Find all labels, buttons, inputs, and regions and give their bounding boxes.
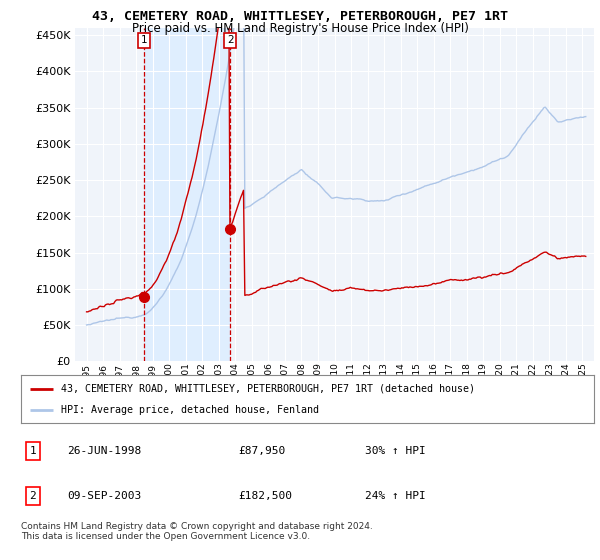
- Text: 09-SEP-2003: 09-SEP-2003: [67, 491, 141, 501]
- Text: 43, CEMETERY ROAD, WHITTLESEY, PETERBOROUGH, PE7 1RT: 43, CEMETERY ROAD, WHITTLESEY, PETERBORO…: [92, 10, 508, 23]
- Text: Contains HM Land Registry data © Crown copyright and database right 2024.
This d: Contains HM Land Registry data © Crown c…: [21, 522, 373, 542]
- Text: 24% ↑ HPI: 24% ↑ HPI: [365, 491, 425, 501]
- Text: £87,950: £87,950: [239, 446, 286, 456]
- Text: HPI: Average price, detached house, Fenland: HPI: Average price, detached house, Fenl…: [61, 405, 319, 416]
- Text: £182,500: £182,500: [239, 491, 293, 501]
- Text: 43, CEMETERY ROAD, WHITTLESEY, PETERBOROUGH, PE7 1RT (detached house): 43, CEMETERY ROAD, WHITTLESEY, PETERBORO…: [61, 384, 475, 394]
- Text: 1: 1: [141, 35, 148, 45]
- Text: 26-JUN-1998: 26-JUN-1998: [67, 446, 141, 456]
- Bar: [144, 28, 230, 361]
- Text: 1: 1: [29, 446, 37, 456]
- Text: Price paid vs. HM Land Registry's House Price Index (HPI): Price paid vs. HM Land Registry's House …: [131, 22, 469, 35]
- Text: 30% ↑ HPI: 30% ↑ HPI: [365, 446, 425, 456]
- Text: 2: 2: [227, 35, 233, 45]
- Text: 2: 2: [29, 491, 37, 501]
